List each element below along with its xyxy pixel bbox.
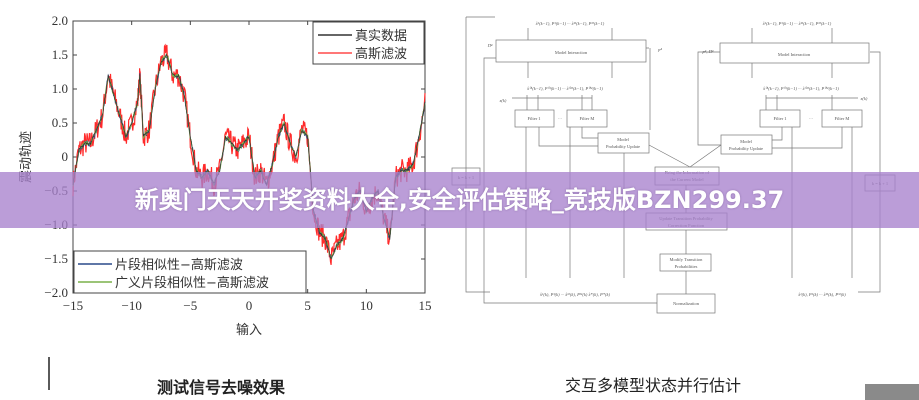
- overlay-banner: [0, 172, 919, 228]
- model-prob-update-label-right-2: Probability Update: [729, 146, 763, 151]
- modify-tp-label-1: Modify Transition: [670, 257, 704, 262]
- y-tick-label: 0: [62, 149, 69, 164]
- model-interaction-box-right: [719, 42, 870, 64]
- y-tick-label: 1.0: [52, 81, 68, 96]
- model-prob-update-box-left: [597, 132, 650, 154]
- pi-label: Π⁴: [487, 43, 493, 48]
- model-interaction-label-right: Model Interaction: [778, 52, 811, 57]
- y-tick-label: 1.5: [52, 47, 68, 62]
- filter-m-label-left: Filter M: [580, 116, 595, 121]
- overlay-banner-text: 新奥门天天开奖资料大全,安全评估策略_竞技版BZN299.37: [134, 186, 785, 214]
- denoise-chart: 2.01.51.00.50−0.5−1.0−1.5−2.0 −15−10−505…: [19, 13, 432, 338]
- modify-tp-label-2: Probabilities: [675, 264, 698, 269]
- x-tick-label: −15: [63, 298, 83, 313]
- filter-dots-right: ···: [809, 116, 814, 121]
- imm-diagram: [451, 16, 896, 314]
- model-prob-update-box-right: [720, 134, 773, 155]
- normalization-label: Normalization: [673, 301, 700, 306]
- model-prob-update-label-left-2: Probability Update: [606, 144, 640, 149]
- top-left-inputs: x̂¹(k−1), P¹(k−1) ··· x̂ᴹ(k−1), Pᴹ(k−1): [535, 21, 605, 27]
- x-tick-label: 0: [246, 298, 253, 313]
- caption-right: 交互多模型状态并行估计: [565, 376, 742, 395]
- z-label-left: z(k): [499, 98, 507, 103]
- z-label-right: z(k): [860, 96, 868, 101]
- mid-right-inputs: x̂⁰¹(k−1), P⁰¹(k−1) ··· x̂⁰ᴹ(k−1), P⁰ᴹ(k…: [762, 86, 839, 92]
- x-tick-label: 5: [304, 298, 311, 313]
- legend-bottom-left: 片段相似性−高斯滤波 广义片段相似性−高斯滤波: [73, 250, 307, 294]
- x-tick-label: 10: [360, 298, 373, 313]
- legend-top-right: 真实数据 高斯滤波: [312, 21, 425, 65]
- p-pi-label: p⁴, Π⁴: [702, 49, 714, 55]
- filter-1-label-left: Filter 1: [527, 116, 540, 121]
- bottom-right-outputs: x̂¹(k), P¹(k) ··· x̂ᴹ(k), Pᴹ(k): [797, 292, 846, 298]
- y-axis-label: 震动轨迹: [19, 131, 34, 183]
- x-tick-label: −10: [121, 298, 141, 313]
- y-tick-label: 0.5: [52, 115, 68, 130]
- diagram-labels: Model Interaction Filter 1 Filter M ··· …: [458, 21, 888, 306]
- legend-label-gauss: 高斯滤波: [355, 46, 407, 62]
- bottom-left-outputs: x̂¹(k), P¹(k) ··· x̂ᴹ(k), Pᴹ(k) x̂*(k), …: [539, 292, 611, 298]
- p-label: p⁴: [657, 47, 662, 52]
- caption-left: 测试信号去噪效果: [157, 378, 286, 397]
- x-tick-label: −5: [183, 298, 197, 313]
- filter-dots-left: ···: [558, 116, 563, 121]
- filter-m-box-left: [566, 109, 608, 128]
- top-right-inputs: x̂¹(k−1), P¹(k−1) ··· x̂ᴹ(k−1), Pᴹ(k−1): [762, 21, 832, 27]
- model-interaction-box-left: [495, 39, 647, 63]
- filter-1-box-right: [759, 109, 801, 128]
- modify-tp-box: [659, 253, 712, 272]
- y-tick-label: −1.5: [44, 251, 68, 266]
- legend-label-true: 真实数据: [355, 29, 407, 44]
- filter-m-label-right: Filter M: [835, 116, 850, 121]
- filter-1-box-left: [514, 109, 555, 128]
- corner-gray-block: [865, 384, 919, 400]
- filter-1-label-right: Filter 1: [773, 116, 786, 121]
- y-tick-label: −2.0: [44, 285, 68, 300]
- legend-label-segment: 片段相似性−高斯滤波: [115, 257, 243, 273]
- y-tick-label: 2.0: [52, 13, 68, 28]
- mid-left-inputs: x̂⁰¹(k−1), P⁰¹(k−1) ··· x̂⁰ᴹ(k−1), P⁰ᴹ(k…: [526, 86, 603, 92]
- model-interaction-label-left: Model Interaction: [555, 50, 588, 55]
- x-axis-label: 输入: [236, 322, 262, 338]
- model-prob-update-label-right-1: Model: [740, 139, 752, 144]
- legend-label-general: 广义片段相似性−高斯滤波: [115, 275, 269, 291]
- x-tick-label: 15: [419, 298, 432, 313]
- model-prob-update-label-left-1: Model: [617, 137, 629, 142]
- plot-area: [72, 20, 426, 294]
